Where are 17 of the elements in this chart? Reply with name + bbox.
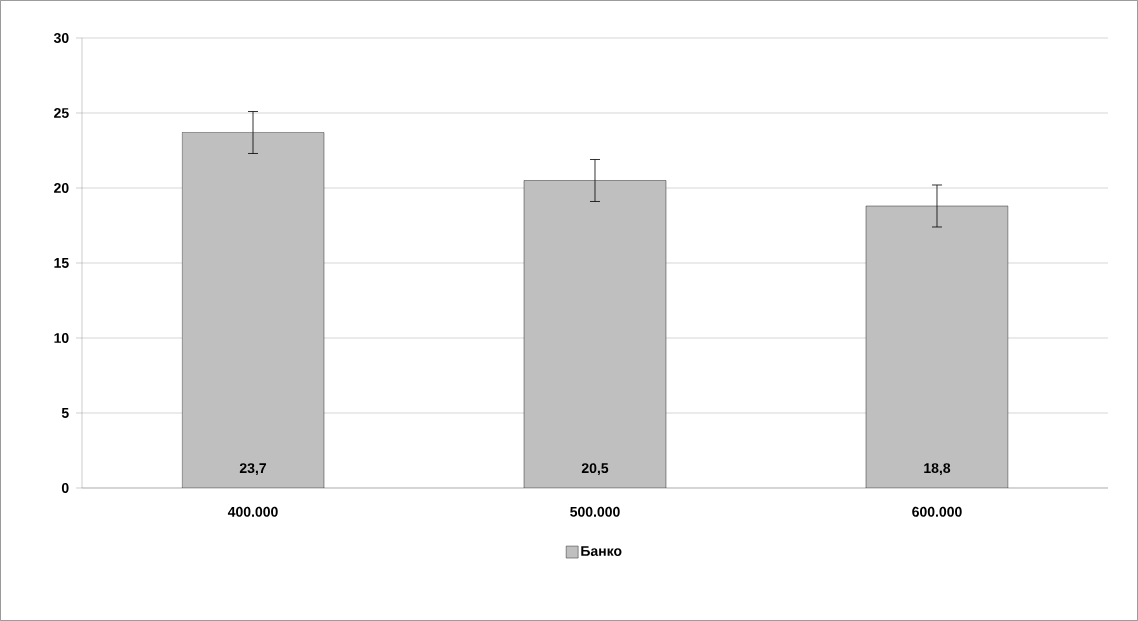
x-tick-label: 400.000 xyxy=(227,506,278,517)
y-tick-label: 0 xyxy=(61,483,69,493)
y-tick-label: 30 xyxy=(53,33,69,43)
y-tick-label: 15 xyxy=(54,258,69,268)
data-label: 18,8 xyxy=(924,463,951,476)
y-tick-label: 20 xyxy=(54,183,69,193)
bar xyxy=(523,180,667,488)
y-tick-label: 25 xyxy=(54,108,69,118)
bar xyxy=(865,205,1009,488)
legend-label: Банко xyxy=(581,546,622,556)
x-tick-label: 600.000 xyxy=(912,506,962,517)
data-label: 20,5 xyxy=(581,463,609,476)
bar xyxy=(181,132,325,488)
data-label: 23,7 xyxy=(239,463,267,476)
y-tick-label: 10 xyxy=(54,333,69,343)
x-tick-label: 500.000 xyxy=(570,506,620,517)
y-tick-label: 5 xyxy=(61,408,69,418)
